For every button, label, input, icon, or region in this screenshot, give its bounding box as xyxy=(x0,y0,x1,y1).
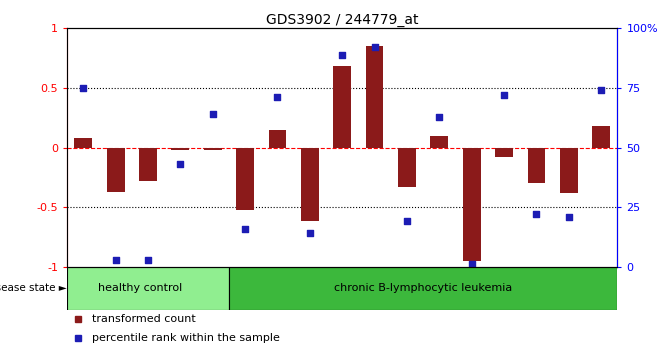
Bar xyxy=(560,148,578,193)
Point xyxy=(78,85,89,91)
Bar xyxy=(301,148,319,222)
Title: GDS3902 / 244779_at: GDS3902 / 244779_at xyxy=(266,13,419,27)
Bar xyxy=(463,148,480,261)
Text: percentile rank within the sample: percentile rank within the sample xyxy=(92,333,280,343)
Point xyxy=(401,219,412,224)
Bar xyxy=(67,267,229,310)
Point xyxy=(531,211,541,217)
Point xyxy=(337,52,348,57)
Point xyxy=(596,87,607,93)
Point xyxy=(369,45,380,50)
Point xyxy=(499,92,509,98)
Bar xyxy=(172,148,189,150)
Point xyxy=(305,230,315,236)
Point xyxy=(207,111,218,117)
Bar xyxy=(74,138,92,148)
Bar xyxy=(398,148,416,187)
Bar xyxy=(592,126,610,148)
Bar xyxy=(139,148,157,181)
Bar xyxy=(204,148,221,150)
Point xyxy=(564,214,574,219)
Bar xyxy=(430,136,448,148)
Bar xyxy=(333,67,351,148)
Point xyxy=(434,114,445,119)
Point xyxy=(143,257,154,262)
Bar xyxy=(495,148,513,157)
Text: transformed count: transformed count xyxy=(92,314,196,324)
Point xyxy=(466,262,477,267)
Point xyxy=(175,161,186,167)
Point xyxy=(110,257,121,262)
Bar xyxy=(268,130,287,148)
Text: healthy control: healthy control xyxy=(98,284,182,293)
Bar xyxy=(366,46,384,148)
Bar xyxy=(527,148,546,183)
Point xyxy=(272,95,283,100)
Text: chronic B-lymphocytic leukemia: chronic B-lymphocytic leukemia xyxy=(334,284,512,293)
Bar xyxy=(236,148,254,210)
Text: disease state ►: disease state ► xyxy=(0,284,67,293)
Bar xyxy=(229,267,617,310)
Bar xyxy=(107,148,125,192)
Point xyxy=(240,226,250,232)
